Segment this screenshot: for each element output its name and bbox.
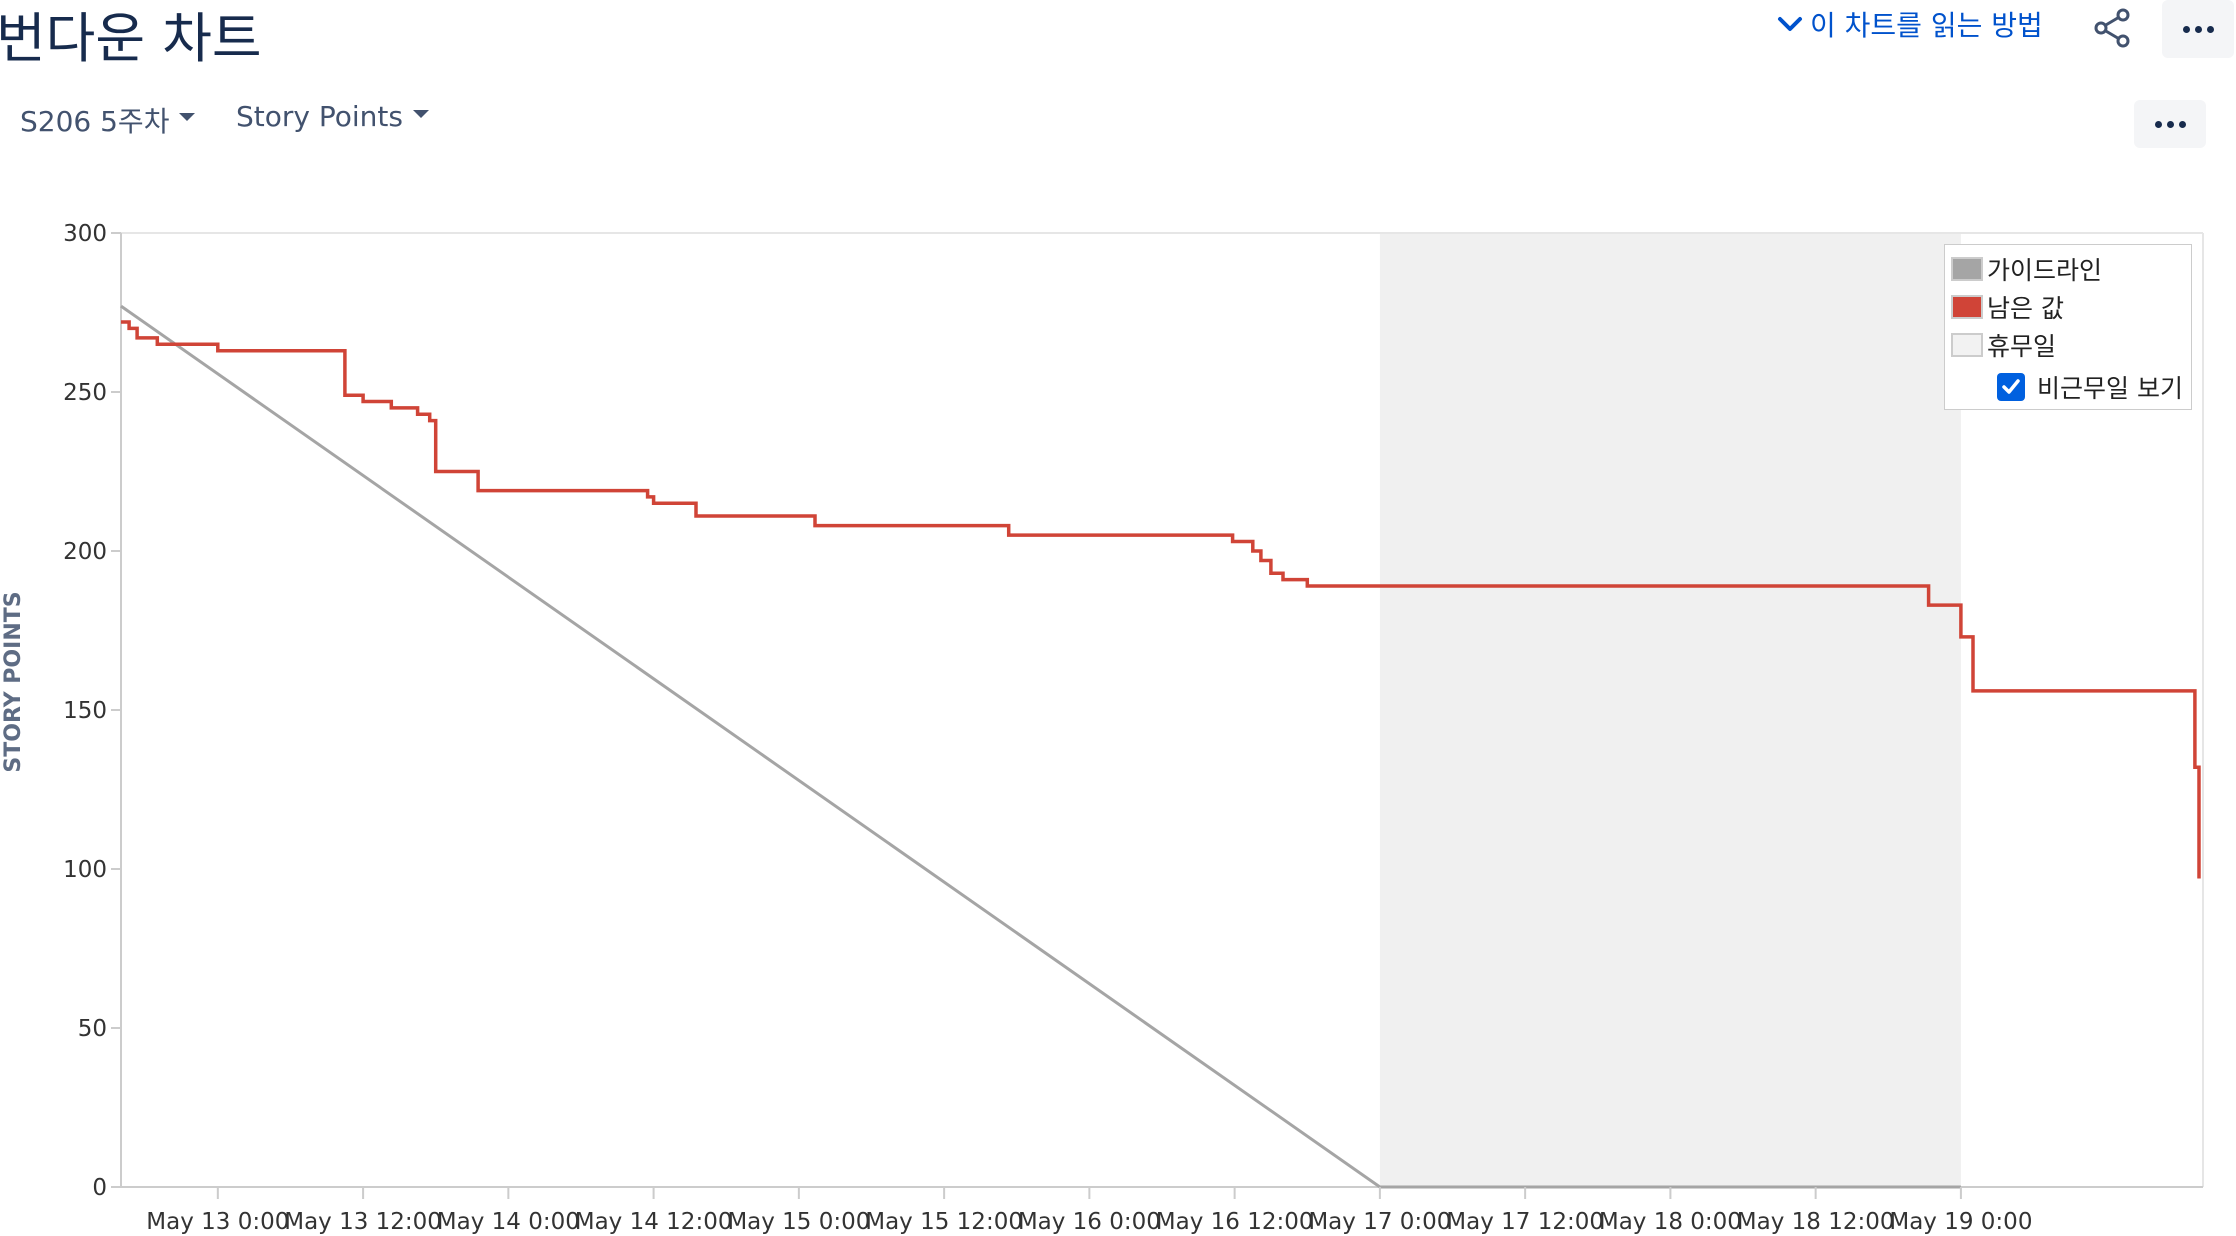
sprint-dropdown-label: S206 5주차 <box>20 105 170 138</box>
chart-options-button[interactable] <box>2134 100 2206 148</box>
check-icon <box>2002 379 2020 394</box>
y-tick-label: 0 <box>92 1175 107 1201</box>
chevron-down-icon <box>1778 17 1802 31</box>
sprint-dropdown[interactable]: S206 5주차 <box>20 100 196 140</box>
caret-down-icon <box>179 113 196 121</box>
y-tick-label: 300 <box>63 221 107 247</box>
y-tick-label: 100 <box>63 857 107 883</box>
y-axis-title: STORY POINTS <box>1 591 26 772</box>
x-tick-label: May 14 0:00 <box>437 1209 580 1235</box>
share-icon <box>2094 8 2130 48</box>
share-button[interactable] <box>2088 4 2136 52</box>
y-tick-label: 50 <box>78 1016 107 1042</box>
x-tick-label: May 17 12:00 <box>1446 1209 1604 1235</box>
x-tick-label: May 18 0:00 <box>1599 1209 1742 1235</box>
x-tick-label: May 14 12:00 <box>575 1209 733 1235</box>
metric-dropdown-label: Story Points <box>236 100 403 133</box>
y-tick-label: 200 <box>63 539 107 565</box>
show-non-working-days-label: 비근무일 보기 <box>2037 374 2183 403</box>
x-tick-label: May 15 12:00 <box>865 1209 1023 1235</box>
x-tick-label: May 16 12:00 <box>1156 1209 1314 1235</box>
remaining-series-line <box>121 320 2201 879</box>
x-tick-label: May 17 0:00 <box>1308 1209 1451 1235</box>
metric-dropdown[interactable]: Story Points <box>236 100 429 133</box>
legend-swatch <box>1951 257 1983 281</box>
legend-label: 가이드라인 <box>1987 256 2103 285</box>
y-tick-label: 150 <box>63 698 107 724</box>
caret-down-icon <box>412 109 429 118</box>
page-title: 번다운 차트 <box>0 7 262 70</box>
x-tick-label: May 13 12:00 <box>284 1209 442 1235</box>
how-to-read-chart-label: 이 차트를 읽는 방법 <box>1810 9 2043 42</box>
legend-item-guideline[interactable]: 가이드라인 <box>1951 251 2102 287</box>
more-icon <box>2182 25 2214 33</box>
checkbox[interactable] <box>1997 373 2025 401</box>
x-tick-label: May 13 0:00 <box>146 1209 289 1235</box>
chart-legend: 가이드라인 남은 값 휴무일 비근무일 보기 <box>1944 244 2192 410</box>
more-icon <box>2154 120 2186 128</box>
non-working-period <box>1379 233 1961 1187</box>
legend-swatch <box>1951 333 1983 357</box>
legend-item-remaining[interactable]: 남은 값 <box>1951 289 2064 325</box>
x-tick-label: May 19 0:00 <box>1889 1209 2032 1235</box>
x-tick-label: May 18 12:00 <box>1737 1209 1895 1235</box>
legend-item-non-working[interactable]: 휴무일 <box>1951 327 2056 363</box>
legend-swatch <box>1951 295 1983 319</box>
show-non-working-days-checkbox[interactable]: 비근무일 보기 <box>1997 369 2183 405</box>
how-to-read-chart-link[interactable]: 이 차트를 읽는 방법 <box>1776 4 2043 44</box>
legend-label: 남은 값 <box>1987 294 2064 323</box>
legend-label: 휴무일 <box>1987 332 2057 361</box>
x-tick-label: May 16 0:00 <box>1018 1209 1161 1235</box>
y-tick-label: 250 <box>63 380 107 406</box>
more-actions-button[interactable] <box>2162 0 2234 58</box>
x-tick-label: May 15 0:00 <box>727 1209 870 1235</box>
